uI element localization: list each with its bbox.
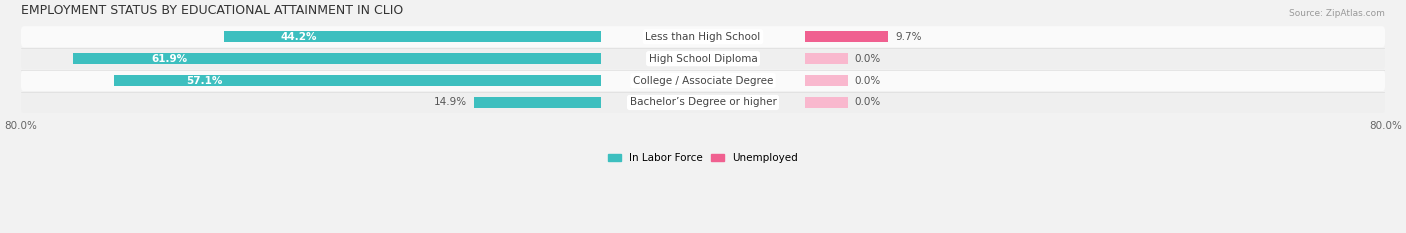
Text: 9.7%: 9.7% [896, 32, 921, 42]
Bar [806, 31, 889, 42]
Text: 44.2%: 44.2% [280, 32, 316, 42]
Bar [474, 97, 600, 108]
Text: 61.9%: 61.9% [152, 54, 188, 64]
Text: 57.1%: 57.1% [187, 75, 224, 86]
FancyBboxPatch shape [21, 48, 1385, 69]
Text: Source: ZipAtlas.com: Source: ZipAtlas.com [1289, 9, 1385, 18]
Text: Less than High School: Less than High School [645, 32, 761, 42]
Text: 0.0%: 0.0% [855, 54, 882, 64]
Text: 0.0%: 0.0% [855, 75, 882, 86]
Text: 0.0%: 0.0% [855, 97, 882, 107]
Text: High School Diploma: High School Diploma [648, 54, 758, 64]
Bar [224, 31, 600, 42]
Text: EMPLOYMENT STATUS BY EDUCATIONAL ATTAINMENT IN CLIO: EMPLOYMENT STATUS BY EDUCATIONAL ATTAINM… [21, 4, 404, 17]
Bar [114, 75, 600, 86]
Text: College / Associate Degree: College / Associate Degree [633, 75, 773, 86]
FancyBboxPatch shape [21, 26, 1385, 47]
Bar [806, 53, 848, 64]
Bar [806, 97, 848, 108]
FancyBboxPatch shape [21, 70, 1385, 91]
FancyBboxPatch shape [21, 92, 1385, 113]
Text: Bachelor’s Degree or higher: Bachelor’s Degree or higher [630, 97, 776, 107]
Bar [73, 53, 600, 64]
Legend: In Labor Force, Unemployed: In Labor Force, Unemployed [609, 153, 797, 163]
Text: 14.9%: 14.9% [433, 97, 467, 107]
Bar [806, 75, 848, 86]
